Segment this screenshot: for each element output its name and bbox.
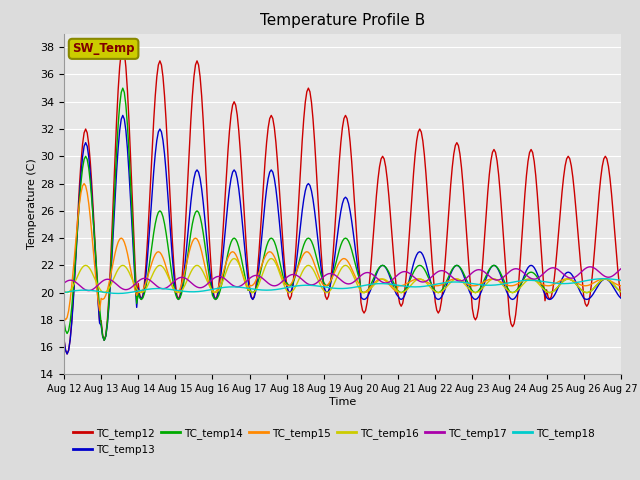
TC_temp17 — [586, 264, 594, 270]
TC_temp18 — [115, 290, 122, 296]
TC_temp12 — [380, 156, 388, 162]
TC_temp13 — [119, 112, 127, 118]
TC_temp14 — [76, 198, 83, 204]
TC_temp14 — [380, 263, 388, 269]
TC_temp16 — [380, 276, 388, 282]
TC_temp12 — [119, 44, 127, 50]
Y-axis label: Temperature (C): Temperature (C) — [28, 158, 37, 250]
TC_temp13 — [380, 263, 388, 269]
TC_temp18 — [165, 287, 173, 292]
TC_temp12 — [617, 293, 625, 299]
TC_temp13 — [617, 295, 625, 301]
TC_temp14 — [412, 266, 419, 272]
TC_temp13 — [552, 290, 559, 296]
TC_temp13 — [167, 233, 175, 239]
TC_temp16 — [617, 289, 625, 295]
TC_temp17 — [617, 266, 625, 272]
X-axis label: Time: Time — [329, 397, 356, 407]
TC_temp17 — [550, 265, 558, 271]
TC_temp15 — [552, 280, 559, 286]
TC_temp14 — [552, 286, 559, 292]
TC_temp16 — [60, 288, 68, 294]
TC_temp15 — [80, 180, 88, 186]
Line: TC_temp16: TC_temp16 — [64, 259, 621, 293]
Line: TC_temp18: TC_temp18 — [64, 279, 621, 293]
Line: TC_temp13: TC_temp13 — [64, 115, 621, 354]
TC_temp16 — [399, 289, 406, 295]
TC_temp12 — [552, 261, 559, 266]
TC_temp17 — [60, 280, 68, 286]
TC_temp17 — [85, 288, 93, 293]
TC_temp15 — [412, 276, 419, 282]
TC_temp12 — [60, 336, 68, 342]
TC_temp14 — [119, 85, 127, 91]
TC_temp13 — [412, 256, 419, 262]
TC_temp18 — [397, 283, 405, 288]
TC_temp13 — [77, 171, 85, 177]
TC_temp18 — [617, 277, 625, 283]
TC_temp18 — [379, 281, 387, 287]
TC_temp13 — [63, 351, 71, 357]
TC_temp12 — [63, 351, 71, 357]
TC_temp18 — [410, 284, 417, 290]
TC_temp17 — [165, 283, 173, 289]
TC_temp15 — [399, 282, 406, 288]
TC_temp13 — [60, 337, 68, 343]
TC_temp15 — [167, 279, 175, 285]
TC_temp15 — [61, 317, 69, 323]
TC_temp15 — [617, 283, 625, 288]
TC_temp18 — [550, 280, 558, 286]
TC_temp12 — [77, 159, 85, 165]
TC_temp12 — [167, 208, 175, 214]
TC_temp16 — [165, 276, 173, 282]
Text: SW_Temp: SW_Temp — [72, 42, 135, 55]
TC_temp14 — [60, 319, 68, 324]
TC_temp16 — [412, 278, 419, 284]
Legend: TC_temp12, TC_temp13, TC_temp14, TC_temp15, TC_temp16, TC_temp17, TC_temp18: TC_temp12, TC_temp13, TC_temp14, TC_temp… — [69, 424, 599, 459]
Title: Temperature Profile B: Temperature Profile B — [260, 13, 425, 28]
TC_temp12 — [399, 300, 406, 306]
TC_temp17 — [379, 279, 387, 285]
TC_temp17 — [410, 274, 417, 279]
Line: TC_temp12: TC_temp12 — [64, 47, 621, 354]
TC_temp15 — [60, 315, 68, 321]
Line: TC_temp17: TC_temp17 — [64, 267, 621, 290]
TC_temp15 — [77, 190, 85, 195]
TC_temp16 — [552, 286, 559, 292]
TC_temp17 — [397, 270, 405, 276]
TC_temp17 — [76, 282, 83, 288]
TC_temp16 — [77, 266, 85, 272]
Line: TC_temp14: TC_temp14 — [64, 88, 621, 340]
TC_temp18 — [60, 290, 68, 296]
TC_temp14 — [399, 289, 406, 295]
TC_temp14 — [100, 337, 108, 343]
TC_temp12 — [412, 152, 419, 158]
TC_temp16 — [63, 290, 71, 296]
Line: TC_temp15: TC_temp15 — [64, 183, 621, 320]
TC_temp15 — [380, 277, 388, 283]
TC_temp13 — [399, 296, 406, 301]
TC_temp16 — [230, 256, 238, 262]
TC_temp18 — [600, 276, 607, 282]
TC_temp18 — [76, 288, 83, 293]
TC_temp14 — [167, 264, 175, 269]
TC_temp14 — [617, 289, 625, 295]
